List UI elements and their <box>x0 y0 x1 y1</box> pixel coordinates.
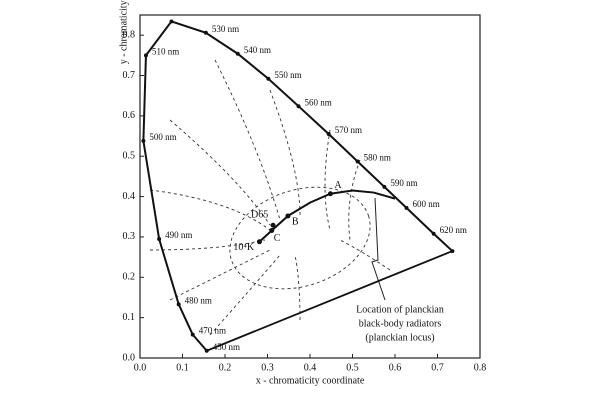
wavelength-label: 590 nm <box>390 178 417 188</box>
x-tick-label: 0.6 <box>389 362 402 373</box>
isotemperature-lines <box>149 59 391 336</box>
y-tick-label: 0.8 <box>123 29 136 40</box>
illuminant-point <box>256 239 262 245</box>
wavelength-label: 510 nm <box>152 46 179 56</box>
y-axis-title: y - chromaticity coordinate <box>118 0 129 64</box>
y-tick-label: 0.4 <box>123 191 136 202</box>
locus-point <box>382 184 387 189</box>
y-tick-label: 0.6 <box>123 110 136 121</box>
locus-point <box>235 51 240 56</box>
wavelength-label: 560 nm <box>305 97 332 107</box>
wavelength-label: 500 nm <box>149 132 176 142</box>
x-tick-label: 0.5 <box>346 362 359 373</box>
x-tick-label: 0.4 <box>304 362 317 373</box>
wavelength-label: 580 nm <box>364 153 391 163</box>
locus-point <box>169 19 174 24</box>
y-tick-label: 0.1 <box>123 312 136 323</box>
illuminant-label: A <box>334 180 342 191</box>
wavelength-label: 470 nm <box>199 326 226 336</box>
y-tick-label: 0.5 <box>123 151 136 162</box>
wavelength-label: 600 nm <box>412 199 439 209</box>
annotation: black-body radiators <box>359 318 442 329</box>
wavelength-label: 490 nm <box>165 230 192 240</box>
wavelength-label: 570 nm <box>335 125 362 135</box>
locus-point <box>176 302 181 307</box>
wavelength-label: 550 nm <box>274 70 301 80</box>
locus-point <box>143 53 148 58</box>
y-tick-label: 0.3 <box>123 231 136 242</box>
illuminant-point <box>285 213 291 219</box>
locus-point <box>157 236 162 241</box>
illuminant-label: D65 <box>251 210 268 221</box>
x-axis-title: x - chromaticity coordinate <box>256 375 365 386</box>
x-tick-label: 0.8 <box>474 362 487 373</box>
illuminant-point <box>327 191 333 197</box>
illuminant-point <box>270 222 276 228</box>
purple-line <box>206 250 453 352</box>
y-tick-label: 0.0 <box>123 352 136 363</box>
wavelength-label: 480 nm <box>185 295 212 305</box>
wavelength-label: 620 nm <box>440 225 467 235</box>
annotation-pointer <box>371 197 386 301</box>
y-tick-label: 0.7 <box>123 70 136 81</box>
x-tick-label: 0.2 <box>219 362 232 373</box>
illuminant-point <box>269 227 275 233</box>
locus-point <box>296 104 301 109</box>
annotation: Location of planckian <box>356 304 444 315</box>
curve <box>258 189 396 243</box>
wavelength-label: 540 nm <box>244 45 271 55</box>
y-tick-label: 0.2 <box>123 272 136 283</box>
x-tick-label: 0.3 <box>261 362 274 373</box>
locus-point <box>355 159 360 164</box>
x-tick-label: 0.1 <box>176 362 189 373</box>
illuminant-label: B <box>292 216 299 227</box>
locus-point <box>326 132 331 137</box>
wavelength-label: 530 nm <box>212 24 239 34</box>
illuminant-label: 10⁴K <box>233 242 254 253</box>
annotation: (planckian locus) <box>365 332 434 343</box>
illuminant-label: C <box>274 233 281 244</box>
wavelength-label: 450 nm <box>213 342 240 352</box>
locus-point <box>450 249 455 254</box>
locus-point <box>431 231 436 236</box>
locus-point <box>404 205 409 210</box>
locus-point <box>141 138 146 143</box>
x-tick-label: 0.0 <box>134 362 147 373</box>
locus-point <box>203 30 208 35</box>
locus-point <box>266 76 271 81</box>
x-tick-label: 0.7 <box>431 362 444 373</box>
locus-point <box>204 348 209 353</box>
locus-point <box>190 332 195 337</box>
